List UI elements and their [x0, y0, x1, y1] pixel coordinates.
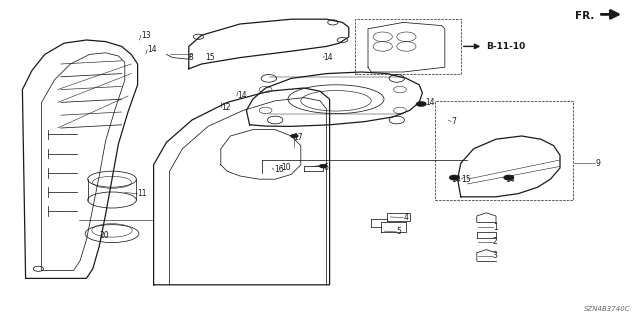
- Text: 12: 12: [221, 103, 230, 112]
- Text: 6: 6: [323, 164, 328, 172]
- Text: SZN4B3740C: SZN4B3740C: [584, 306, 630, 312]
- Text: 9: 9: [595, 159, 600, 168]
- Text: 14: 14: [323, 53, 333, 62]
- Text: 15: 15: [461, 175, 470, 184]
- Text: 4: 4: [403, 213, 408, 222]
- Text: 1: 1: [493, 223, 497, 232]
- Text: 20: 20: [99, 231, 109, 240]
- Text: 14: 14: [237, 92, 246, 100]
- Text: 13: 13: [141, 31, 150, 40]
- Circle shape: [291, 134, 298, 138]
- Bar: [355, 19, 461, 74]
- Text: 7: 7: [451, 117, 456, 126]
- Text: 14: 14: [426, 98, 435, 107]
- Text: 14: 14: [451, 175, 461, 184]
- Text: FR.: FR.: [575, 11, 594, 21]
- Text: 14: 14: [147, 45, 157, 54]
- Text: 8: 8: [189, 53, 193, 62]
- Text: B-11-10: B-11-10: [486, 42, 525, 51]
- Circle shape: [416, 101, 426, 107]
- Text: 14: 14: [506, 175, 515, 184]
- Bar: [435, 101, 573, 200]
- Text: 3: 3: [493, 252, 498, 260]
- Circle shape: [449, 175, 460, 180]
- Text: 16: 16: [274, 165, 284, 174]
- Text: 2: 2: [493, 237, 497, 246]
- Text: 5: 5: [397, 228, 402, 236]
- Text: 17: 17: [293, 133, 303, 142]
- Circle shape: [504, 175, 514, 180]
- Text: 10: 10: [282, 164, 291, 172]
- Text: 11: 11: [138, 189, 147, 198]
- Circle shape: [319, 164, 327, 168]
- Text: 15: 15: [205, 53, 214, 62]
